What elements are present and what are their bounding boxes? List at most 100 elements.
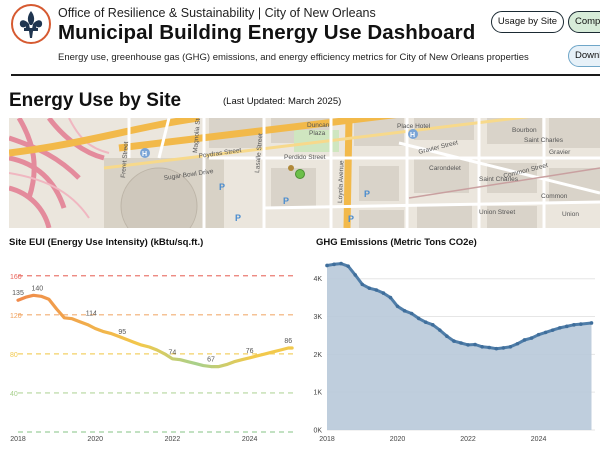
ghg-data-point <box>487 345 492 350</box>
eui-data-label: 76 <box>246 348 254 355</box>
svg-text:H: H <box>410 132 415 139</box>
reference-line-label: 160 <box>10 274 22 281</box>
ghg-data-point <box>452 339 456 343</box>
map-label: Bourbon <box>512 127 537 134</box>
map-label: Magnolia Street <box>192 118 203 153</box>
ghg-data-point <box>367 286 372 290</box>
secondary-roads <box>103 118 530 170</box>
reference-line-label: 80 <box>10 352 18 359</box>
map-blocks <box>209 118 600 228</box>
ghg-y-tick: 1K <box>313 390 322 397</box>
hospital-icon <box>140 148 150 158</box>
map-label: Lasalle Street <box>254 133 264 173</box>
ghg-data-point <box>543 330 548 335</box>
dashboard-header: Office of Resilience & Sustainability | … <box>0 0 600 76</box>
ghg-data-point <box>409 311 414 316</box>
reference-line-label: 120 <box>10 313 22 320</box>
hotel-icon <box>408 129 418 139</box>
svg-text:P: P <box>364 189 370 199</box>
download-button[interactable]: Downlo <box>568 45 600 67</box>
ghg-x-tick: 2020 <box>390 436 406 443</box>
ghg-data-point <box>550 328 555 332</box>
eui-data-label: 114 <box>86 311 97 318</box>
map-label: Perdido Street <box>284 154 326 161</box>
svg-text:P: P <box>219 182 225 192</box>
ghg-data-point <box>466 343 470 347</box>
header-divider <box>11 74 600 76</box>
fleur-de-lis-icon <box>11 4 51 44</box>
ghg-y-tick: 4K <box>313 276 322 283</box>
org-name: Office of Resilience & Sustainability | … <box>58 6 376 20</box>
site-map[interactable]: P P P P P H H Duncan Plaza Poydras Stree… <box>9 118 600 228</box>
ghg-area-fill <box>327 263 592 430</box>
last-updated-label: (Last Updated: March 2025) <box>223 96 342 107</box>
ghg-data-point <box>589 321 594 325</box>
eui-data-label: 86 <box>284 338 292 345</box>
usage-by-site-button[interactable]: Usage by Site <box>491 11 564 33</box>
ghg-data-point <box>374 288 379 292</box>
ghg-data-point <box>395 304 400 309</box>
svg-text:P: P <box>348 214 354 224</box>
stadium-outline <box>120 167 198 228</box>
eui-x-tick: 2018 <box>10 436 26 443</box>
ghg-data-point <box>564 324 569 329</box>
eui-chart-svg[interactable]: 160 120 80 40 135 140 114 95 74 67 76 86 2018 2020 202… <box>0 250 300 444</box>
ghg-data-point <box>522 338 527 342</box>
ghg-data-point <box>325 263 329 268</box>
ghg-data-point <box>480 344 484 349</box>
site-marker[interactable] <box>295 169 305 179</box>
ghg-area-chart[interactable]: 0K 1K 2K 3K 4K 2018 2020 2022 2024 <box>305 250 600 444</box>
ghg-data-point <box>557 326 562 330</box>
ghg-data-point <box>494 346 499 351</box>
ghg-data-point <box>572 323 576 327</box>
ghg-data-point <box>388 295 393 300</box>
map-label: Duncan <box>307 122 330 129</box>
ghg-data-point <box>423 320 428 324</box>
comparison-button[interactable]: Comp <box>568 11 600 33</box>
eui-data-label: 140 <box>31 285 43 292</box>
ghg-data-point <box>416 316 421 321</box>
map-label: Saint Charles <box>524 137 564 144</box>
ghg-y-tick: 2K <box>313 352 322 359</box>
ghg-data-point <box>339 261 343 266</box>
svg-text:P: P <box>235 213 241 223</box>
page-title: Municipal Building Energy Use Dashboard <box>58 21 476 44</box>
reference-line-label: 40 <box>10 391 18 398</box>
ghg-data-point <box>438 328 442 332</box>
ghg-data-point <box>346 264 350 269</box>
eui-x-tick: 2022 <box>165 436 181 443</box>
ghg-data-point <box>430 323 435 327</box>
rail-line <box>408 167 600 199</box>
map-label: Gravier <box>549 149 571 156</box>
eui-line-chart[interactable]: 160 120 80 40 135 140 114 95 74 67 76 86 2018 2020 202… <box>0 250 300 444</box>
eui-data-label: 95 <box>118 329 126 336</box>
map-label: Freret Street <box>120 141 130 178</box>
map-label: Plaza <box>309 130 326 137</box>
map-label: Loyola Avenue <box>337 160 345 203</box>
ghg-chart-title: GHG Emissions (Metric Tons CO2e) <box>316 237 477 248</box>
eui-x-tick: 2024 <box>242 436 258 443</box>
streets <box>127 118 600 228</box>
ghg-data-point <box>402 309 407 313</box>
ghg-data-point <box>353 273 358 277</box>
page-subtitle: Energy use, greenhouse gas (GHG) emissio… <box>58 52 529 63</box>
ghg-x-tick: 2018 <box>319 436 335 443</box>
ghg-data-point <box>445 334 449 338</box>
map-label: Common <box>541 193 568 200</box>
ghg-chart-svg[interactable]: 0K 1K 2K 3K 4K 2018 2020 2022 2024 <box>305 250 600 444</box>
ghg-y-tick: 3K <box>313 314 322 321</box>
eui-data-label: 74 <box>169 350 177 357</box>
ghg-data-point <box>332 262 336 267</box>
ghg-data-point <box>381 291 386 295</box>
ghg-data-point <box>529 336 534 340</box>
map-label: Place Hotel <box>397 123 431 130</box>
ghg-x-tick: 2024 <box>531 436 547 443</box>
ghg-y-tick: 0K <box>313 428 322 435</box>
eui-series-line <box>16 293 294 369</box>
ghg-data-point <box>501 346 506 350</box>
ghg-data-point <box>515 341 520 346</box>
ghg-data-point <box>579 322 583 326</box>
ghg-data-point <box>360 282 365 287</box>
poi-marker <box>288 165 294 171</box>
eui-chart-title: Site EUI (Energy Use Intensity) (kBtu/sq… <box>9 237 204 248</box>
